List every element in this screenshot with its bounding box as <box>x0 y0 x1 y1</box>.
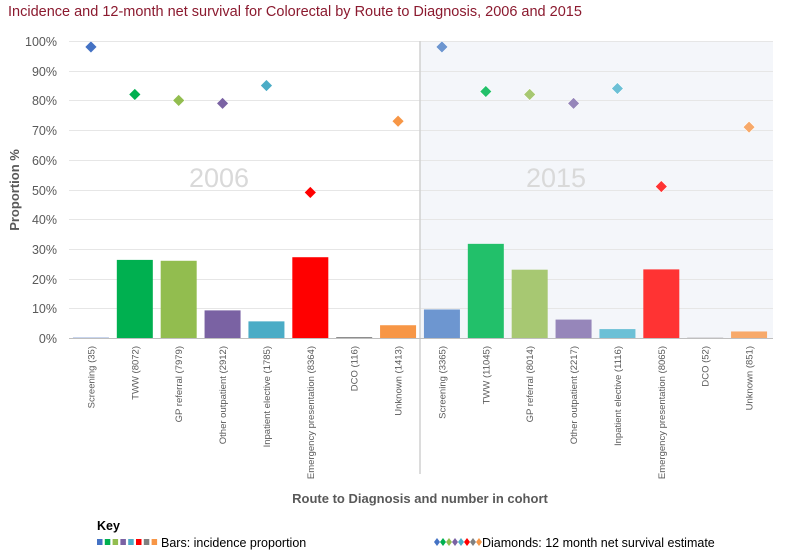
period-label-2006: 2006 <box>189 163 249 193</box>
y-tick-label: 40% <box>32 213 57 227</box>
x-tick-label: Other outpatient (2217) <box>569 346 580 444</box>
survival-diamond <box>567 96 580 110</box>
x-tick-label: DCO (116) <box>350 346 361 391</box>
survival-diamond <box>172 93 186 107</box>
legend-diamond-swatch <box>440 538 446 546</box>
x-axis-title: Route to Diagnosis and number in cohort <box>292 491 548 506</box>
survival-diamond <box>654 180 668 193</box>
y-tick-label: 100% <box>25 35 57 49</box>
survival-diamond <box>216 96 229 110</box>
gridlines <box>69 41 773 309</box>
legend-diamond-swatch <box>464 538 470 546</box>
legend-bar-swatch <box>112 539 119 545</box>
bar <box>731 331 768 338</box>
bar <box>160 260 197 338</box>
legend-diamond-swatch <box>458 538 464 546</box>
survival-diamonds <box>84 40 756 199</box>
legend-bar-swatch <box>143 539 150 545</box>
legend-title: Key <box>97 519 120 533</box>
chart-title: Incidence and 12-month net survival for … <box>8 4 582 20</box>
bar <box>248 321 285 338</box>
bars <box>72 243 768 338</box>
legend-diamond-swatch <box>434 538 440 546</box>
legend-bar-swatch <box>151 539 158 545</box>
x-tick-label: GP referral (7979) <box>174 346 185 422</box>
survival-diamond <box>611 82 624 95</box>
bar <box>643 269 680 338</box>
survival-diamond <box>742 120 756 134</box>
x-tick-label: Inpatient elective (1785) <box>262 346 273 447</box>
survival-diamond <box>435 40 449 54</box>
y-tick-label: 70% <box>32 124 57 138</box>
bar <box>336 337 373 338</box>
legend-bar-swatch <box>104 539 111 545</box>
legend-bar-swatch <box>97 539 103 545</box>
survival-diamond <box>128 88 142 101</box>
y-tick-label: 10% <box>32 302 57 316</box>
legend-bars-swatches <box>97 539 158 545</box>
bar <box>555 319 592 338</box>
bar <box>467 243 504 338</box>
x-tick-label: Unknown (851) <box>745 346 756 410</box>
y-tick-label: 60% <box>32 154 57 168</box>
x-tick-label: Emergency presentation (8364) <box>306 346 317 479</box>
y-axis-title: Proportion % <box>7 149 22 231</box>
x-tick-label: GP referral (8014) <box>525 346 536 422</box>
bar <box>116 259 153 338</box>
x-tick-label: TWW (8072) <box>130 346 141 400</box>
x-tick-label: Unknown (1413) <box>394 346 405 416</box>
legend-bars-label: Bars: incidence proportion <box>161 536 306 550</box>
legend-diamond-swatch <box>476 538 482 546</box>
survival-diamond <box>523 88 537 101</box>
survival-diamond <box>84 40 98 54</box>
bar <box>380 325 417 338</box>
survival-diamond <box>391 114 405 128</box>
legend-diamond-swatches <box>434 538 482 546</box>
survival-diamond <box>260 79 273 92</box>
legend-diamond-swatch <box>452 538 458 546</box>
bar <box>204 310 241 338</box>
bar <box>423 309 460 338</box>
period-label-2015: 2015 <box>526 163 586 193</box>
survival-diamond <box>479 85 493 98</box>
y-tick-label: 80% <box>32 94 57 108</box>
y-axis-ticks: 0% 10% 20% 30% 40% 50% 60% 70% 80% 90% 100% <box>25 35 57 346</box>
y-tick-label: 30% <box>32 243 57 257</box>
x-tick-label: Inpatient elective (1116) <box>613 346 624 446</box>
legend-diamond-swatch <box>470 538 476 546</box>
x-tick-label: Other outpatient (2912) <box>218 346 229 444</box>
y-tick-label: 50% <box>32 184 57 198</box>
y-tick-label: 0% <box>39 332 57 346</box>
legend-diamonds-label: Diamonds: 12 month net survival estimate <box>482 536 715 550</box>
x-tick-label: Screening (3365) <box>437 346 448 419</box>
bar <box>292 257 329 338</box>
bar <box>511 269 548 338</box>
survival-diamond <box>303 186 317 199</box>
legend-bar-swatch <box>128 539 134 545</box>
x-tick-label: TWW (11045) <box>481 346 492 404</box>
legend-diamond-swatch <box>446 538 452 546</box>
legend-bar-swatch <box>120 539 126 545</box>
x-tick-label: Emergency presentation (8065) <box>657 346 668 479</box>
x-tick-label: Screening (35) <box>86 346 97 408</box>
y-tick-label: 90% <box>32 65 57 79</box>
bar <box>599 329 636 338</box>
y-tick-label: 20% <box>32 273 57 287</box>
legend-bar-swatch <box>136 539 142 545</box>
x-axis-ticks: Screening (35) TWW (8072) GP referral (797… <box>86 346 755 479</box>
x-tick-label: DCO (52) <box>701 346 712 387</box>
